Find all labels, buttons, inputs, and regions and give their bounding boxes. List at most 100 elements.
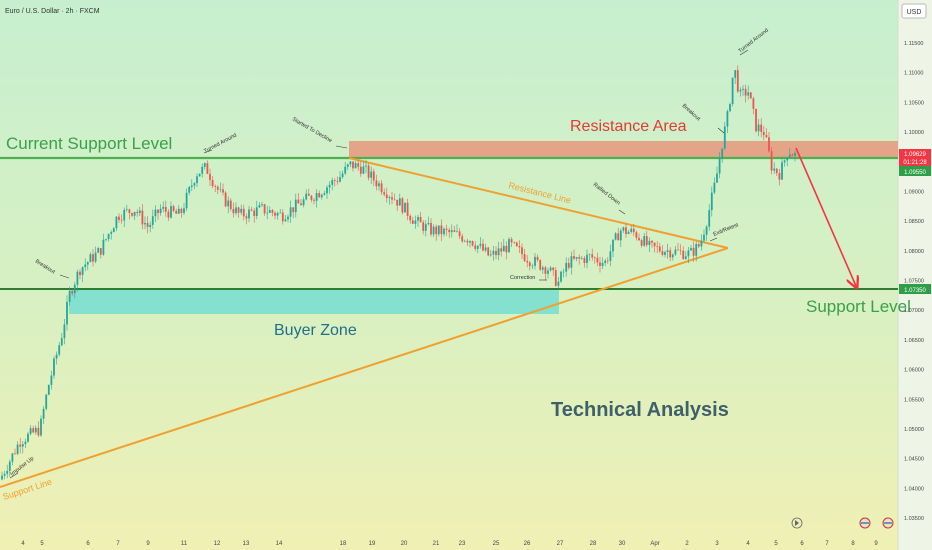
candle-body [339,177,341,182]
candle-body [276,212,279,216]
price-tick-label: 1.03500 [904,516,924,522]
candle-body [414,220,417,224]
time-tick-label: 26 [524,541,531,547]
candle-body [341,173,344,178]
candle-body [242,208,245,217]
candle-body [534,256,536,266]
candle-body [94,252,97,262]
candle-body [196,176,198,184]
candle-body [209,173,211,180]
flag-icon-eu[interactable] [859,517,871,529]
candle-body [705,226,708,235]
candle-body [669,250,672,258]
candle-body [492,250,495,255]
candle-body [60,338,63,346]
candle-body [261,204,263,206]
candle-body [783,160,786,163]
time-tick-label: 9 [874,541,878,547]
candle-body [136,211,139,214]
candle-body [292,207,295,213]
resistance-area-zone [349,141,898,158]
candle-body [653,242,656,247]
candle-body [599,262,601,266]
annotation-arrows [9,49,749,479]
candlestick-series [1,65,796,481]
candle-body [375,180,378,187]
price-tag-lower-level: 1.07350 [899,284,931,294]
candle-body [354,163,357,169]
candle-body [578,257,581,259]
candle-body [552,267,555,271]
candle-body [398,198,401,206]
price-axis[interactable]: 1.115001.110001.105001.100001.095001.090… [904,41,924,522]
buyer-zone-label: Buyer Zone [274,322,357,339]
candle-body [695,244,698,256]
flag-icon-us[interactable] [882,517,894,529]
candle-body [539,260,542,270]
candle-body [575,257,578,259]
candle-body [81,267,84,276]
candle-body [461,236,464,242]
candle-body [531,265,534,267]
candle-body [775,168,778,174]
candle-body [32,428,35,433]
candle-body [495,250,497,256]
candle-body [786,157,789,161]
current-price-value: 1.09629 [904,152,926,158]
candle-body [557,281,560,286]
candle-body [396,199,399,206]
candle-body [591,254,594,258]
price-tick-label: 1.11500 [904,41,923,47]
candle-body [131,213,133,216]
candle-body [596,257,599,263]
candle-body [66,301,68,325]
time-tick-label: 13 [243,541,250,547]
currency-box[interactable] [901,3,927,19]
projection-arrow [795,147,856,286]
candle-body [214,186,217,187]
candle-body [19,444,22,447]
candle-body [747,92,750,96]
candle-body [164,206,167,212]
candle-body [682,250,685,259]
candle-body [110,232,113,234]
candle-body [508,239,510,253]
support-line[interactable] [0,247,729,488]
currency-label: USD [907,9,922,16]
time-tick-label: 23 [459,541,466,547]
replay-icon[interactable] [791,517,803,529]
price-axis-panel [898,0,932,550]
candle-body [380,183,383,193]
candle-body [365,165,367,167]
candle-body [471,241,474,246]
candle-body [328,184,331,188]
symbol-title[interactable]: Euro / U.S. Dollar · 2h · FXCM [5,8,100,15]
candle-body [346,164,349,167]
candle-body [690,247,692,251]
candle-body [177,208,180,214]
candle-body [710,192,713,211]
price-tick-label: 1.05500 [904,397,924,403]
candle-body [788,154,791,158]
candle-body [115,216,118,229]
candle-body [562,271,565,273]
countdown-value: 01:21:28 [903,160,927,166]
candle-body [648,240,651,245]
resistance-line[interactable] [348,157,729,249]
candle-body [138,210,141,214]
candle-body [768,137,770,152]
candle-body [211,179,214,187]
time-axis[interactable]: 4 5 6 7 9 11 12 13 14 18 19 20 21 23 25 26 27 28 30 Apr 2 3 4 5… [21,541,878,547]
candle-body [232,209,235,214]
time-tick-label: 12 [214,541,221,547]
candle-body [266,212,269,214]
candle-body [716,173,718,183]
candle-body [606,260,609,262]
candle-body [482,243,484,251]
candle-body [609,251,612,261]
candle-body [133,211,136,216]
candle-body [128,209,131,214]
price-tick-label: 1.04500 [904,457,924,463]
candle-body [521,247,523,255]
